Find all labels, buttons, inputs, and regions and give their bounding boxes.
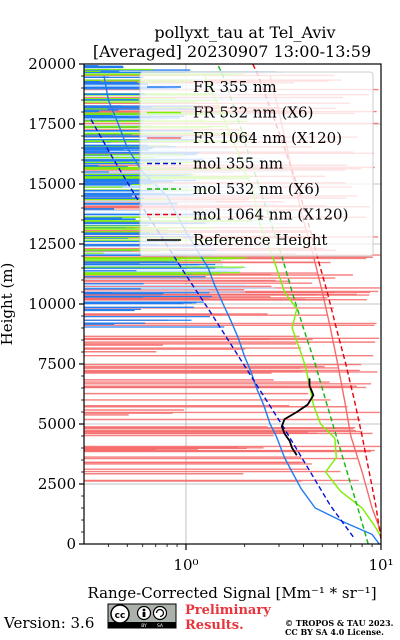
y-tick-label-2: 5000 [38,415,76,433]
legend-box [139,71,374,257]
x-tick-label-1: 10¹ [368,556,393,574]
legend-label-fr1064: FR 1064 nm (X120) [193,129,342,147]
x-axis-label: Range-Corrected Signal [Mm⁻¹ * sr⁻¹] [87,584,376,602]
y-tick-label-5: 12500 [28,235,76,253]
footer: Version: 3.6 cc BY SA Preliminary Result… [3,603,394,637]
x-tick-label-0: 10⁰ [173,556,198,574]
legend-label-mol355: mol 355 nm [193,155,283,173]
copyright-line2: CC BY SA 4.0 License. [285,627,384,637]
sa-icon [152,605,168,621]
svg-text:cc: cc [115,611,126,621]
y-tick-label-3: 7500 [38,355,76,373]
y-tick-label-6: 15000 [28,175,76,193]
legend-label-mol1064: mol 1064 nm (X120) [193,206,348,224]
results-label: Results. [185,618,244,633]
legend-label-fr532: FR 532 nm (X6) [193,104,313,122]
chart-title: pollyxt_tau at Tel_Aviv [154,23,335,42]
legend-label-mol532: mol 532 nm (X6) [193,180,320,198]
svg-text:BY: BY [141,623,147,629]
y-tick-label-1: 2500 [38,475,76,493]
y-tick-label-7: 17500 [28,115,76,133]
cc-license-badge: cc BY SA [107,603,177,629]
copyright-line1: © TROPOS & TAU 2023. [285,618,394,628]
series-line-ref [280,378,315,456]
preliminary-label: Preliminary [185,603,271,618]
svg-text:SA: SA [157,623,164,629]
cc-icon [110,604,130,624]
y-tick-label-4: 10000 [28,295,76,313]
legend: FR 355 nm FR 532 nm (X6) FR 1064 nm (X120)… [139,71,374,257]
legend-label-fr355: FR 355 nm [193,78,277,96]
legend-label-ref: Reference Height [193,231,327,249]
y-axis-label: Height (m) [0,263,16,346]
series-line-mol355 [88,116,354,538]
chart-subtitle: [Averaged] 20230907 13:00-13:59 [93,42,371,61]
y-tick-label-0: 0 [66,535,76,553]
version-label: Version: 3.6 [3,614,94,632]
y-tick-label-8: 20000 [28,55,76,73]
axes: 0 2500 5000 7500 10000 12500 15000 17500 20000 10… [28,55,393,574]
